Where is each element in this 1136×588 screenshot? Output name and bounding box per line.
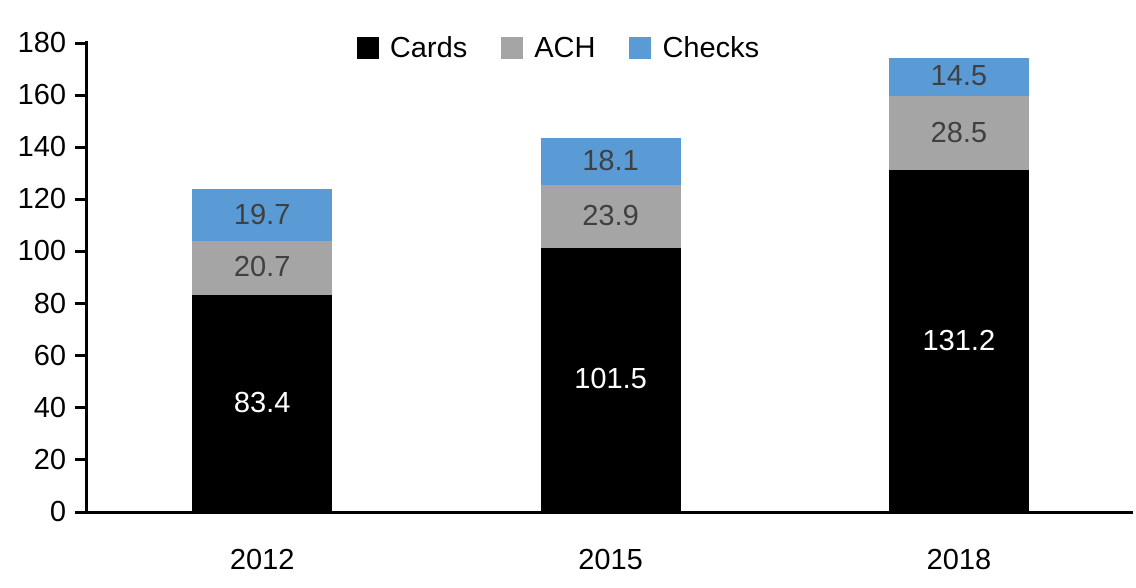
y-axis-tick-40 [75,406,88,410]
bar-value-label-2012-ach: 20.7 [233,251,291,284]
y-axis-tick-80 [75,302,88,306]
bar-segment-2012-checks: 19.7 [192,189,333,241]
bar-value-label-2015-ach: 23.9 [582,199,639,232]
bar-value-label-2018-cards: 131.2 [922,324,996,357]
checks-swatch-icon [629,37,652,59]
legend: Cards ACH Checks [0,31,1116,65]
bar-segment-2015-ach: 23.9 [540,185,681,248]
legend-item-checks: Checks [629,31,759,65]
y-axis-tick-20 [75,458,88,462]
y-axis-tick-0 [75,510,88,514]
y-axis-tick-160 [75,93,88,97]
y-axis-tick-label-100: 100 [17,235,66,268]
legend-label-ach: ACH [534,32,596,64]
bar-segment-2018-checks: 14.5 [888,58,1029,96]
y-axis-tick-label-120: 120 [17,183,66,216]
y-axis-line [85,41,88,514]
bar-value-label-2018-ach: 28.5 [930,116,988,149]
y-axis-tick-180 [75,41,88,45]
y-axis-tick-120 [75,197,88,201]
y-axis-tick-label-40: 40 [33,391,66,424]
y-axis-tick-label-180: 180 [17,27,66,59]
y-axis-tick-label-140: 140 [17,131,66,164]
legend-label-checks: Checks [662,32,760,64]
bar-value-label-2018-checks: 14.5 [930,60,988,93]
y-axis-tick-label-20: 20 [33,443,66,476]
bar-value-label-2015-checks: 18.1 [582,145,639,178]
y-axis-tick-label-0: 0 [49,496,66,528]
y-axis-tick-100 [75,249,88,253]
y-axis-tick-140 [75,145,88,149]
bar-segment-2018-ach: 28.5 [888,95,1029,171]
legend-item-ach: ACH [501,31,595,65]
y-axis-tick-60 [75,354,88,358]
bar-value-label-2012-checks: 19.7 [233,198,291,231]
cards-swatch-icon [356,37,379,59]
legend-label-cards: Cards [389,32,468,64]
bar-segment-2015-cards: 101.5 [540,247,681,512]
y-axis-tick-label-80: 80 [33,287,66,320]
x-axis-label-2015: 2015 [578,544,643,576]
bar-segment-2012-cards: 83.4 [192,294,333,512]
y-axis-tick-label-160: 160 [17,79,66,112]
x-axis-label-2012: 2012 [229,544,295,576]
ach-swatch-icon [501,37,524,59]
bar-value-label-2012-cards: 83.4 [233,386,291,419]
bar-segment-2015-checks: 18.1 [540,138,681,186]
x-axis-label-2018: 2018 [926,544,992,576]
bar-segment-2018-cards: 131.2 [888,170,1029,512]
y-axis-tick-label-60: 60 [33,339,66,372]
bar-value-label-2015-cards: 101.5 [574,363,647,396]
bar-segment-2012-ach: 20.7 [192,240,333,295]
x-axis-line [85,511,1133,514]
legend-item-cards: Cards [356,31,468,65]
